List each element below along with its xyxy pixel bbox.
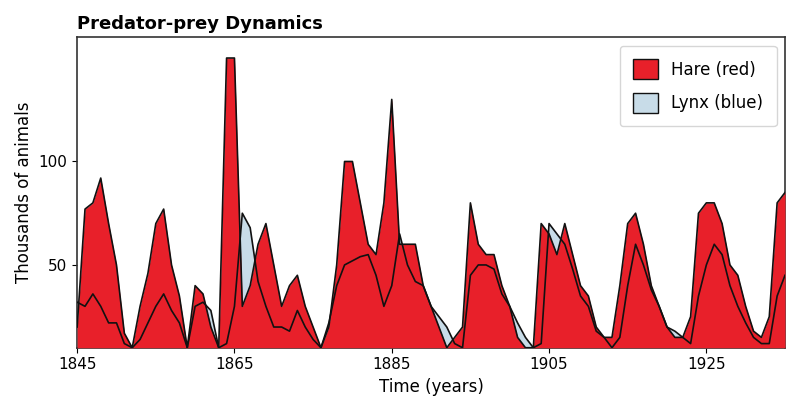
Y-axis label: Thousands of animals: Thousands of animals — [15, 102, 33, 283]
Text: Predator-prey Dynamics: Predator-prey Dynamics — [77, 15, 323, 33]
Legend: Hare (red), Lynx (blue): Hare (red), Lynx (blue) — [620, 46, 777, 126]
X-axis label: Time (years): Time (years) — [378, 378, 483, 396]
